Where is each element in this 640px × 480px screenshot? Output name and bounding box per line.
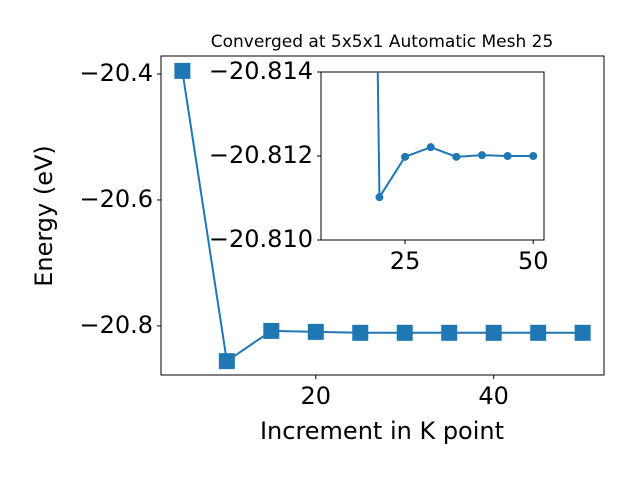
- data-point: [441, 324, 458, 341]
- plot-frame: [160, 55, 605, 376]
- y-axis-label: Energy (eV): [30, 145, 58, 287]
- y-tick-label: −20.8: [79, 311, 153, 339]
- data-point: [485, 324, 502, 341]
- data-point: [352, 324, 369, 341]
- data-point: [426, 143, 435, 152]
- data-point: [452, 152, 461, 161]
- x-tick-label: 50: [518, 247, 549, 275]
- x-axis-label: Increment in K point: [260, 417, 504, 445]
- data-line: [181, 70, 583, 363]
- data-point: [529, 152, 538, 160]
- plot-area: [174, 62, 591, 370]
- data-point: [375, 193, 384, 202]
- data-point: [574, 324, 591, 341]
- data-point: [307, 323, 324, 340]
- data-point: [174, 62, 191, 79]
- x-tick-label: 40: [478, 382, 509, 410]
- x-tick-label: 25: [390, 247, 421, 275]
- data-point: [477, 151, 486, 160]
- y-tick-label: −20.812: [209, 141, 313, 169]
- data-line: [376, 72, 534, 201]
- data-point: [503, 152, 512, 160]
- data-point: [218, 353, 235, 370]
- y-tick-label: −20.814: [209, 57, 313, 85]
- data-point: [263, 322, 280, 339]
- y-tick-label: −20.6: [79, 185, 153, 213]
- data-point: [401, 152, 410, 161]
- data-point: [530, 324, 547, 341]
- y-tick-label: −20.4: [79, 59, 153, 87]
- plot-area: [375, 72, 538, 202]
- chart-title: Converged at 5x5x1 Automatic Mesh 25: [211, 32, 554, 52]
- x-tick-label: 20: [301, 382, 332, 410]
- data-point: [396, 324, 413, 341]
- y-tick-label: −20.810: [209, 225, 313, 253]
